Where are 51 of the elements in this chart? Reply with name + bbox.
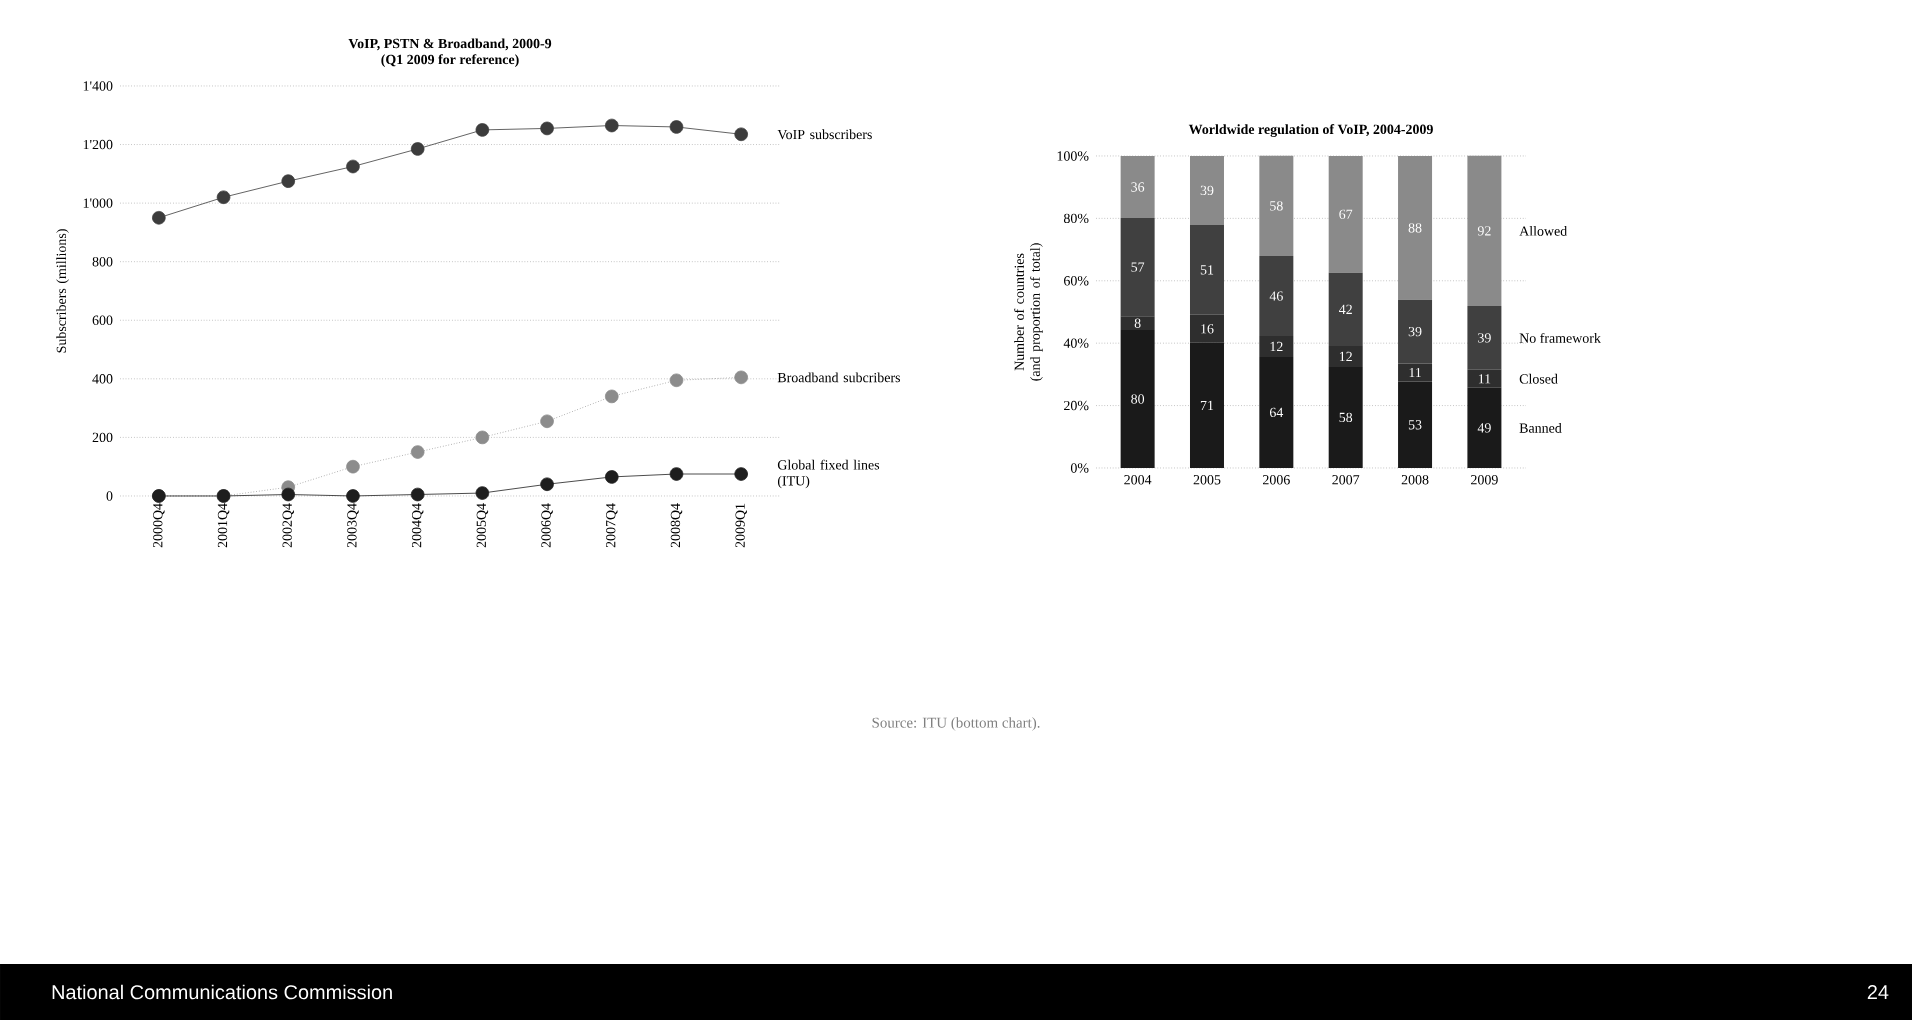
point: [669, 373, 684, 388]
bar: [1467, 387, 1502, 468]
point: [281, 487, 296, 502]
point: [152, 210, 166, 225]
bar: [1328, 345, 1363, 367]
point: [734, 127, 748, 142]
point: [216, 190, 231, 205]
bar: [1328, 155, 1363, 273]
bar: [1189, 342, 1224, 468]
bar: [1467, 369, 1502, 388]
point: [669, 467, 684, 481]
point: [475, 123, 490, 137]
bar: [1259, 155, 1294, 257]
point: [346, 459, 360, 474]
bar: [1328, 272, 1363, 346]
bar: [1398, 299, 1433, 364]
text: 24: [1867, 985, 1889, 999]
point: [605, 470, 619, 484]
point: [734, 467, 748, 481]
bar: [1189, 224, 1224, 315]
point: [281, 174, 296, 188]
text: National Communications Commission: [52, 984, 392, 1000]
bar: [1120, 330, 1155, 468]
point: [605, 389, 619, 404]
point: [410, 487, 425, 502]
bar: [1120, 316, 1155, 331]
point: [475, 486, 490, 500]
point: [540, 477, 554, 492]
bar: [1120, 155, 1155, 219]
bar: [1398, 363, 1433, 382]
point: [605, 118, 619, 133]
bar: [1467, 155, 1502, 307]
point: [410, 142, 425, 156]
bar: [1398, 381, 1433, 468]
point: [346, 489, 360, 503]
bar: [1189, 314, 1224, 343]
point: [540, 121, 554, 136]
point: [540, 414, 554, 429]
bar: [1189, 155, 1224, 225]
bar: [1259, 336, 1294, 357]
point: [410, 445, 425, 459]
bar: [1120, 218, 1155, 317]
point: [475, 430, 490, 445]
bar: [1259, 256, 1294, 336]
point: [669, 120, 684, 134]
bar: [1328, 366, 1363, 468]
point: [346, 159, 360, 174]
bar: [1398, 155, 1433, 300]
point: [734, 370, 748, 385]
bar: [1467, 306, 1502, 370]
bar: [1259, 356, 1294, 468]
